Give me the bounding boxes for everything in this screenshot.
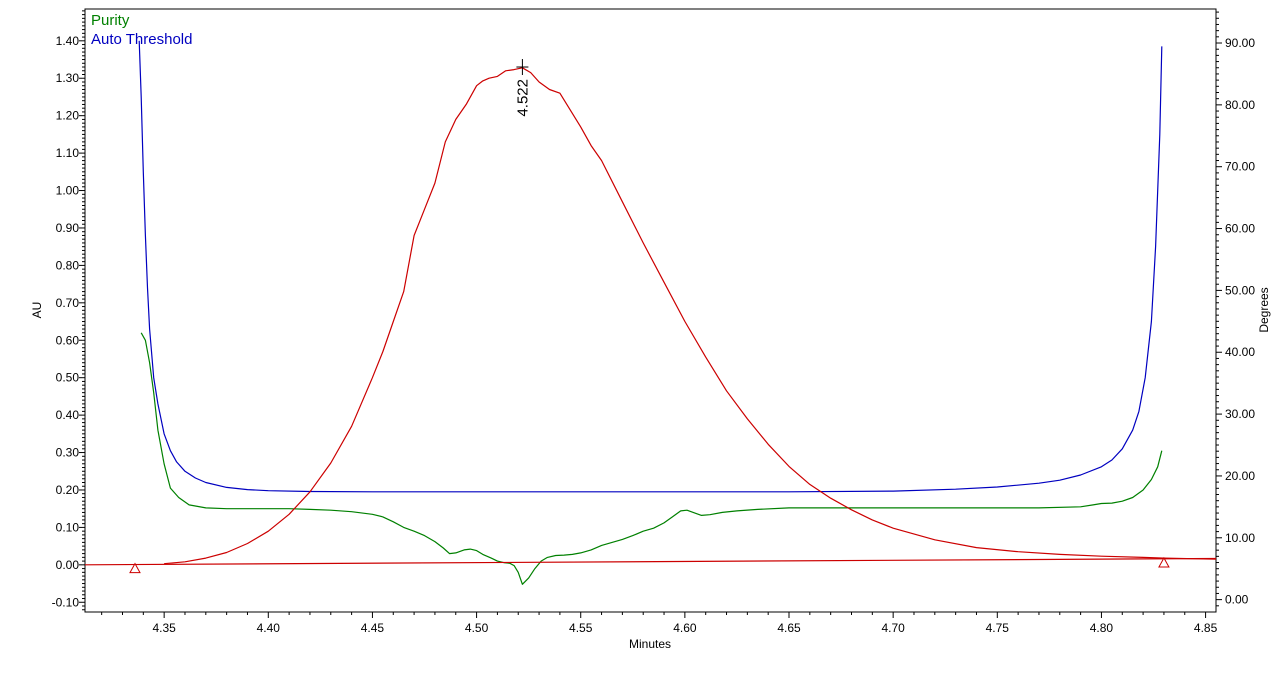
peak-boundary-marker	[1158, 556, 1170, 568]
x-axis-title: Minutes	[629, 637, 671, 651]
x-tick-label: 4.50	[465, 621, 489, 635]
y-right-tick-label: 20.00	[1225, 469, 1255, 483]
y-left-tick-label: 0.80	[56, 258, 80, 272]
y-right-tick-label: 50.00	[1225, 283, 1255, 297]
y-left-tick-label: 0.90	[56, 221, 80, 235]
series-layer	[84, 40, 1217, 585]
right-y-axis: 0.00 10.00 20.00 30.00 40.00 50.00 60.00 70.00 8…	[1216, 11, 1255, 607]
peak-retention-label: 4.522	[514, 79, 531, 117]
y-left-tick-label: -0.10	[52, 595, 80, 609]
x-tick-label: 4.65	[777, 621, 801, 635]
series-chromatogram-line	[164, 67, 1217, 565]
y-right-tick-label: 30.00	[1225, 407, 1255, 421]
x-tick-label: 4.70	[881, 621, 905, 635]
series-purity-line	[140, 332, 1163, 585]
y-left-tick-label: 0.50	[56, 371, 80, 385]
left-y-axis-title: AU	[30, 302, 44, 319]
x-tick-label: 4.75	[986, 621, 1010, 635]
y-left-tick-label: 1.40	[56, 34, 80, 48]
y-right-tick-label: 40.00	[1225, 345, 1255, 359]
series-auto-threshold-line	[138, 40, 1163, 493]
y-left-tick-label: 1.30	[56, 71, 80, 85]
x-tick-label: 4.55	[569, 621, 593, 635]
x-tick-label: 4.35	[152, 621, 176, 635]
y-left-tick-label: 0.70	[56, 296, 80, 310]
y-right-tick-label: 90.00	[1225, 36, 1255, 50]
x-tick-label: 4.60	[673, 621, 697, 635]
y-left-tick-label: 1.10	[56, 146, 80, 160]
peak-layer: 4.522	[514, 59, 531, 117]
y-right-tick-label: 60.00	[1225, 222, 1255, 236]
x-axis: 4.35 4.40 4.45 4.50 4.55 4.60 4.65 4.70 4.75 4.80…	[101, 612, 1218, 635]
legend-purity: Purity	[91, 12, 130, 29]
y-left-tick-label: 0.20	[56, 483, 80, 497]
peak-boundary-marker	[129, 562, 141, 574]
marker-layer	[129, 556, 1170, 574]
x-tick-label: 4.40	[257, 621, 281, 635]
y-left-tick-label: 1.20	[56, 109, 80, 123]
legend-auto-threshold: Auto Threshold	[91, 31, 192, 48]
y-left-tick-label: 0.40	[56, 408, 80, 422]
right-y-axis-title: Degrees	[1257, 287, 1271, 332]
x-tick-label: 4.85	[1194, 621, 1218, 635]
x-tick-label: 4.45	[361, 621, 385, 635]
y-left-tick-label: 1.00	[56, 184, 80, 198]
series-baseline-line	[84, 557, 1217, 566]
y-right-tick-label: 10.00	[1225, 531, 1255, 545]
y-left-tick-label: 0.30	[56, 446, 80, 460]
y-right-tick-label: 70.00	[1225, 160, 1255, 174]
y-right-tick-label: 0.00	[1225, 593, 1249, 607]
y-left-tick-label: 0.60	[56, 333, 80, 347]
y-left-tick-label: 0.10	[56, 520, 80, 534]
y-left-tick-label: 0.00	[56, 558, 80, 572]
x-tick-label: 4.80	[1090, 621, 1114, 635]
left-y-axis: -0.10 0.00 0.10 0.20 0.30 0.40 0.50 0.60 0.70 0.8…	[52, 10, 85, 611]
y-right-tick-label: 80.00	[1225, 98, 1255, 112]
